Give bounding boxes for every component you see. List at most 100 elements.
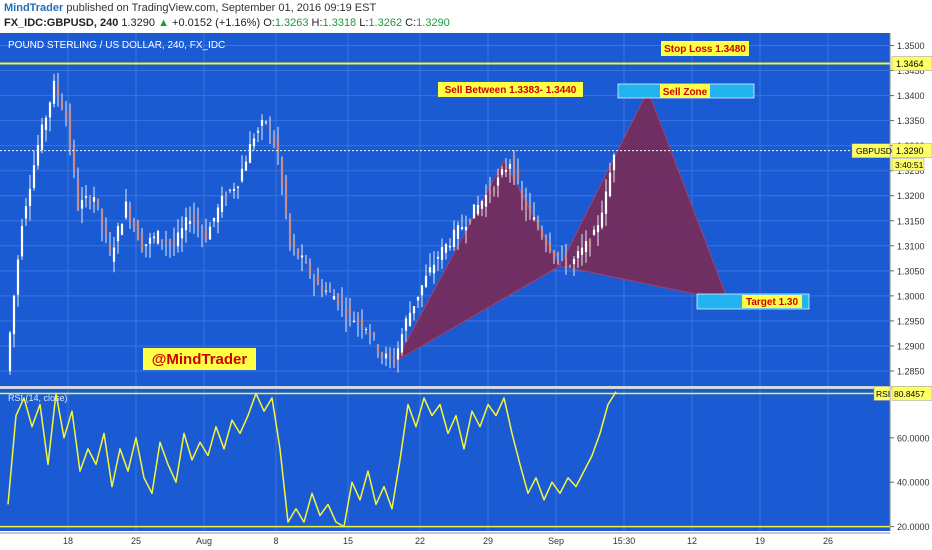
candle-body — [364, 329, 368, 331]
price-tick-label: 1.3100 — [897, 241, 925, 251]
candle-body — [12, 295, 16, 335]
candle-body — [228, 189, 232, 191]
rsi-name-box — [873, 386, 891, 401]
candle-body — [196, 220, 200, 227]
candle-body — [464, 226, 468, 231]
candle-body — [292, 241, 296, 248]
candle-body — [452, 229, 456, 248]
publish-header: MindTrader published on TradingView.com,… — [4, 2, 376, 14]
candle-body — [424, 275, 428, 287]
candle-body — [156, 231, 160, 244]
x-tick-label: Sep — [548, 536, 564, 546]
x-tick-label: 15 — [343, 536, 353, 546]
candle-body — [24, 206, 28, 219]
candle-body — [488, 190, 492, 194]
candle-body — [564, 257, 568, 267]
sell-between-box — [438, 82, 583, 97]
x-tick-label: 18 — [63, 536, 73, 546]
candle-body — [392, 359, 396, 365]
candle-body — [132, 221, 136, 228]
candle-body — [108, 245, 112, 253]
candle-body — [36, 145, 40, 166]
candle-body — [216, 207, 220, 223]
candle-body — [360, 319, 364, 328]
candle-body — [400, 334, 404, 353]
price-tick-label: 1.3200 — [897, 191, 925, 201]
price-tick-label: 1.3000 — [897, 291, 925, 301]
candle-body — [96, 198, 100, 206]
current-price-label: 1.3290 — [896, 146, 924, 156]
sell-zone-box — [660, 84, 710, 98]
candle-body — [496, 177, 500, 186]
resistance-price-box — [891, 56, 932, 71]
author-link[interactable]: MindTrader — [4, 2, 64, 14]
rsi-tick-label: 40.0000 — [897, 478, 930, 488]
rsi-line — [7, 391, 617, 528]
current-symbol-label: GBPUSD — [856, 146, 892, 156]
candle-body — [376, 346, 380, 353]
candle-body — [472, 204, 476, 219]
candle-body — [260, 120, 264, 126]
candle-body — [560, 251, 564, 254]
candle-body — [272, 135, 276, 146]
candle-body — [316, 275, 320, 285]
candle-body — [600, 212, 604, 228]
candle-body — [588, 239, 592, 247]
stop-loss-label: Stop Loss 1.3480 — [664, 44, 746, 55]
candle-body — [356, 316, 360, 323]
candle-body — [28, 188, 32, 207]
candle-body — [56, 84, 60, 97]
candle-body — [140, 234, 144, 251]
candle-body — [596, 225, 600, 233]
candle-body — [244, 161, 248, 171]
high-label: H: — [311, 17, 323, 29]
candle-body — [380, 353, 384, 359]
candle-body — [136, 222, 140, 241]
candle-body — [532, 217, 536, 220]
candle-body — [556, 252, 560, 256]
candle-body — [204, 228, 208, 241]
candle-body — [120, 224, 124, 235]
price-tick-label: 1.3400 — [897, 91, 925, 101]
candle-body — [372, 333, 376, 336]
price-tick-label: 1.3150 — [897, 216, 925, 226]
candle-body — [460, 227, 464, 230]
rsi-pane-bg — [0, 389, 890, 531]
candle-body — [368, 331, 372, 337]
price-tick-label: 1.2900 — [897, 341, 925, 351]
candle-body — [256, 130, 260, 133]
candle-body — [188, 221, 192, 225]
x-tick-label: Aug — [196, 536, 212, 546]
x-tick-label: 25 — [131, 536, 141, 546]
candle-body — [348, 306, 352, 313]
price-tick-label: 1.2950 — [897, 316, 925, 326]
target-box — [742, 295, 802, 308]
open-value: 1.3263 — [274, 17, 309, 29]
candle-body — [528, 203, 532, 211]
candle-body — [508, 163, 512, 169]
candle-body — [44, 117, 48, 131]
rsi-label: RSI (14, close) — [8, 393, 68, 403]
candle-body — [172, 241, 176, 246]
x-tick-label: 8 — [273, 536, 278, 546]
candle-body — [112, 247, 116, 262]
candle-body — [352, 320, 356, 322]
candle-body — [408, 312, 412, 326]
ohlc-header: FX_IDC:GBPUSD, 240 1.3290 ▲ +0.0152 (+1.… — [4, 17, 450, 29]
candle-body — [584, 241, 588, 253]
high-value: 1.3318 — [322, 17, 357, 29]
candle-body — [164, 239, 168, 243]
watermark-label: @MindTrader — [152, 351, 248, 368]
countdown-box — [891, 158, 925, 171]
symbol-label: FX_IDC:GBPUSD, 240 — [4, 17, 119, 29]
candle-body — [516, 169, 520, 182]
current-price-box — [891, 143, 932, 158]
candle-body — [568, 265, 572, 267]
sell-between-label: Sell Between 1.3383- 1.3440 — [445, 85, 577, 96]
candle-body — [304, 261, 308, 263]
rsi-name-label: RSI — [876, 389, 890, 399]
target-label: Target 1.30 — [746, 297, 798, 308]
candle-body — [540, 229, 544, 238]
candle-body — [176, 232, 180, 247]
